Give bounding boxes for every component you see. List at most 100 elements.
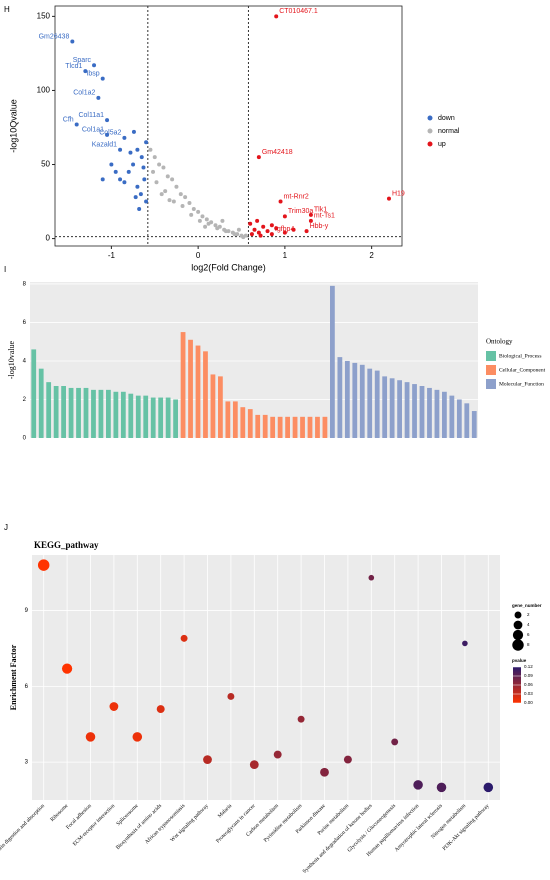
point-label: Gm42418 xyxy=(262,149,293,156)
bar xyxy=(330,285,335,438)
bar xyxy=(53,386,59,438)
legend-title: Ontology xyxy=(486,338,513,346)
point-label: Tlcd1 xyxy=(65,63,82,70)
data-point xyxy=(165,174,170,179)
data-point xyxy=(161,165,166,170)
bar xyxy=(285,416,290,438)
data-point xyxy=(128,150,133,155)
legend-marker xyxy=(512,639,524,651)
point-label: Cfh xyxy=(63,116,74,123)
bar xyxy=(173,399,178,438)
bar xyxy=(203,351,208,438)
x-tick-label: Spliceosome xyxy=(115,803,140,828)
data-point xyxy=(308,218,313,223)
data-point xyxy=(255,218,260,223)
data-point xyxy=(159,192,164,197)
bar xyxy=(76,387,81,438)
bar xyxy=(442,391,447,438)
bar xyxy=(195,345,201,438)
bar xyxy=(180,332,186,438)
plot-background xyxy=(30,282,478,438)
bar xyxy=(210,374,216,438)
plot-background xyxy=(32,555,500,800)
legend-swatch xyxy=(486,351,496,361)
bar xyxy=(225,401,231,438)
bar xyxy=(165,397,171,438)
bubble xyxy=(227,692,235,700)
legend-label: down xyxy=(438,115,455,122)
data-point xyxy=(151,169,156,174)
bar xyxy=(255,414,261,438)
legend-marker xyxy=(512,629,524,641)
data-point xyxy=(135,147,140,152)
bar xyxy=(61,386,66,438)
x-tick-label: Proteoglycans in cancer xyxy=(215,803,257,845)
bar xyxy=(83,387,89,438)
bubble xyxy=(368,574,375,581)
data-point xyxy=(105,118,110,123)
bar xyxy=(456,399,462,438)
bar xyxy=(188,339,193,438)
point-label: mt-Ts1 xyxy=(314,213,335,220)
y-axis-label: -log10Qvalue xyxy=(8,99,18,153)
data-point xyxy=(204,217,209,222)
legend-marker xyxy=(514,611,522,619)
point-label: Col11a1 xyxy=(78,112,104,119)
bar xyxy=(91,389,96,438)
data-point xyxy=(274,14,279,19)
data-point xyxy=(96,95,101,100)
bar xyxy=(292,416,298,438)
bar xyxy=(106,389,111,438)
x-axis-label: log2(Fold Change) xyxy=(191,262,266,272)
data-point xyxy=(269,232,274,237)
bar xyxy=(382,376,388,438)
data-point xyxy=(131,162,136,167)
data-point xyxy=(138,192,143,197)
bar xyxy=(412,384,417,438)
legend-swatch xyxy=(486,365,496,375)
data-point xyxy=(163,189,168,194)
data-point xyxy=(154,180,159,185)
legend-label: 6 xyxy=(527,632,530,637)
data-point xyxy=(113,169,118,174)
data-point xyxy=(105,132,110,137)
data-point xyxy=(241,235,246,240)
y-tick-label: 8 xyxy=(23,282,27,288)
legend-marker xyxy=(427,115,433,121)
legend-marker xyxy=(427,141,433,147)
bar xyxy=(419,386,425,438)
bar xyxy=(240,407,246,438)
bar xyxy=(449,395,455,438)
y-tick-label: 150 xyxy=(37,11,51,20)
bar xyxy=(270,416,276,438)
y-tick-label: 9 xyxy=(25,608,29,614)
data-point xyxy=(157,162,162,167)
data-point xyxy=(386,196,391,201)
bar xyxy=(307,416,313,438)
x-tick-label: Biosynthesis of amino acids xyxy=(114,802,163,851)
panel-label: H xyxy=(4,5,10,14)
data-point xyxy=(170,177,175,182)
bar xyxy=(434,389,440,438)
x-tick-label: Amyotrophic lateral sclerosis xyxy=(394,803,444,853)
bar xyxy=(98,389,104,438)
bar xyxy=(120,391,126,438)
data-point xyxy=(144,140,149,145)
point-label: Sparc xyxy=(73,57,92,64)
data-point xyxy=(139,155,144,160)
bubble xyxy=(462,640,468,647)
bubble xyxy=(273,750,282,759)
bar xyxy=(232,401,238,438)
bubble xyxy=(203,755,212,764)
legend-label: Cellular_Component xyxy=(499,367,546,373)
bar xyxy=(135,395,141,438)
bubble xyxy=(132,732,143,742)
data-point xyxy=(187,201,192,206)
data-point xyxy=(148,147,153,152)
data-point xyxy=(141,165,146,170)
data-point xyxy=(265,229,270,234)
x-tick-label: Protein digestion and absorption xyxy=(0,803,46,858)
data-point xyxy=(236,227,241,232)
data-point xyxy=(126,169,131,174)
legend-marker xyxy=(513,620,523,630)
